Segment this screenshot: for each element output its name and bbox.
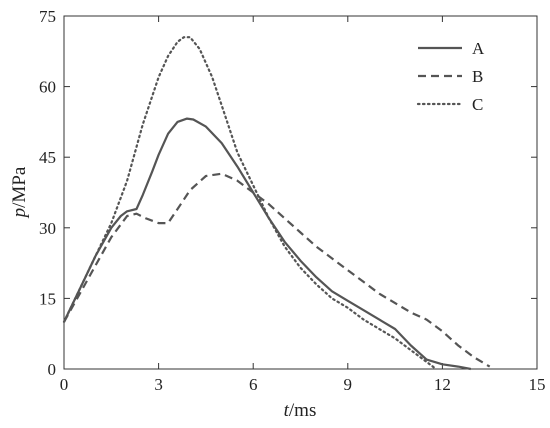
series-line-c	[62, 36, 438, 371]
legend-label-c: C	[472, 95, 483, 114]
y-axis-label-unit: /MPa	[9, 166, 30, 208]
legend: ABC	[416, 39, 485, 114]
axis-ticks: 0 3 6 9 12 15 0 15 30 45 60 75	[39, 7, 546, 394]
y-tick-label: 15	[39, 289, 56, 308]
y-tick-label: 30	[39, 219, 56, 238]
y-axis-label-var: p	[9, 208, 30, 220]
x-axis-label: t/ms	[284, 400, 317, 421]
y-tick-label: 45	[39, 148, 56, 167]
x-axis-label-var: t	[284, 400, 290, 421]
series-line-a	[63, 117, 472, 371]
x-tick-label: 15	[529, 375, 546, 394]
series-line-b	[63, 172, 491, 368]
y-tick-label: 60	[39, 78, 56, 97]
x-axis-label-unit: /ms	[289, 400, 316, 421]
x-tick-label: 12	[434, 375, 451, 394]
series-layer	[62, 36, 491, 371]
x-tick-label: 3	[154, 375, 163, 394]
x-tick-label: 0	[60, 375, 69, 394]
x-tick-label: 9	[344, 375, 353, 394]
legend-label-b: B	[472, 67, 483, 86]
plot-area	[63, 15, 538, 370]
y-tick-label: 75	[39, 7, 56, 26]
x-tick-label: 6	[249, 375, 258, 394]
y-tick-label: 0	[48, 360, 57, 379]
legend-label-a: A	[472, 39, 485, 58]
y-axis-label: p/MPa	[9, 166, 30, 219]
plot-frame	[63, 15, 538, 370]
